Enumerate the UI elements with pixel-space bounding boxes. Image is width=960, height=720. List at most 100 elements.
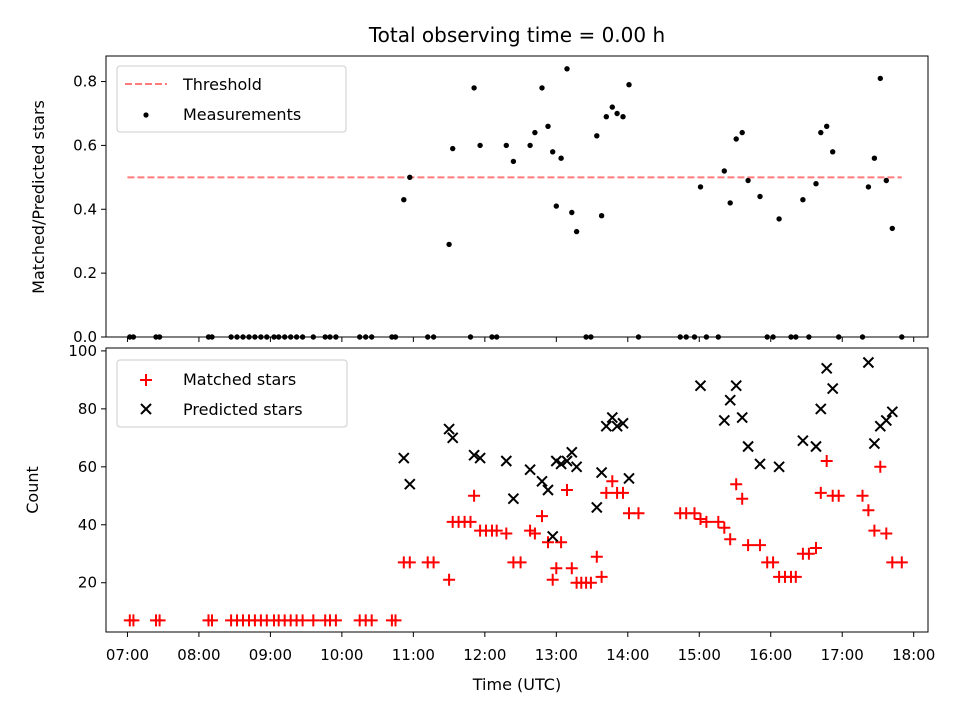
matched-star-point <box>542 536 554 549</box>
measurement-point <box>626 82 632 88</box>
top-y-tick-label: 0.4 <box>73 200 97 218</box>
measurement-point <box>877 75 883 82</box>
predicted-star-point <box>718 414 731 427</box>
x-tick-label: 16:00 <box>749 646 792 664</box>
matched-star-point <box>718 521 731 534</box>
predicted-star-point <box>443 423 455 435</box>
predicted-star-point <box>524 463 536 476</box>
top-y-ticks: 0.0 0.2 0.4 0.6 0.8 <box>73 73 106 346</box>
bottom-y-axis-label: Count <box>23 466 42 514</box>
matched-star-point <box>895 556 908 569</box>
matched-star-point <box>403 556 416 569</box>
measurement-point <box>573 228 580 235</box>
matched-star-point <box>590 550 603 563</box>
matched-star-point <box>546 573 559 586</box>
measurement-point <box>598 213 605 219</box>
matched-star-point <box>514 556 527 569</box>
predicted-star-point <box>606 411 619 424</box>
matched-points-layer <box>123 455 908 627</box>
measurement-point <box>594 133 600 139</box>
predicted-star-point <box>570 461 583 473</box>
x-tick-label: 11:00 <box>392 646 435 664</box>
measurement-point <box>865 184 872 190</box>
matched-star-point <box>754 539 766 552</box>
matched-legend-label: Matched stars <box>183 370 296 389</box>
predicted-star-point <box>561 455 573 467</box>
matched-star-point <box>856 489 869 502</box>
matched-star-point <box>810 542 822 554</box>
top-y-tick-label: 0.0 <box>73 328 97 346</box>
matched-star-point <box>389 614 402 627</box>
chart-title: Total observing time = 0.00 h <box>368 23 665 47</box>
measurement-points-layer <box>127 66 905 340</box>
x-axis-label: Time (UTC) <box>472 675 561 694</box>
predicted-star-point <box>886 406 899 418</box>
matched-star-point <box>694 513 707 525</box>
matched-star-point <box>427 556 440 569</box>
top-panel: 0.00.20.40.60.8 Matched/Predicted stars … <box>29 55 929 346</box>
measurement-point <box>477 142 483 149</box>
matched-star-point <box>736 492 749 505</box>
predicted-star-point <box>536 475 548 488</box>
predicted-star-point <box>404 478 416 490</box>
predicted-star-point <box>566 446 578 459</box>
predicted-star-point <box>724 394 736 406</box>
top-y-tick-label: 0.6 <box>73 136 97 154</box>
measurement-point <box>824 123 830 129</box>
measurement-point <box>883 177 889 184</box>
matched-star-point <box>814 486 827 499</box>
matched-star-point <box>468 489 481 502</box>
predicted-star-point <box>862 356 875 369</box>
top-x-ticks <box>126 337 915 342</box>
x-tick-label: 15:00 <box>678 646 721 664</box>
matched-star-point <box>606 475 619 488</box>
matched-star-point <box>874 460 887 473</box>
predicted-star-point <box>617 417 629 430</box>
measurement-point <box>603 114 609 120</box>
x-tick-label: 07:00 <box>106 646 149 664</box>
x-tick-label: 14:00 <box>606 646 649 664</box>
matched-star-point <box>802 547 815 560</box>
predicted-star-point <box>880 414 893 427</box>
predicted-star-point <box>736 411 748 424</box>
matched-star-point <box>206 614 218 627</box>
measurement-point <box>818 129 824 136</box>
x-tick-label: 13:00 <box>535 646 578 664</box>
measurement-point <box>510 158 517 165</box>
measurement-point <box>527 142 533 149</box>
matched-star-point <box>584 576 597 589</box>
measurement-point <box>550 149 556 155</box>
matched-star-point <box>296 614 309 627</box>
matched-star-point <box>595 570 608 583</box>
measurement-point <box>727 200 733 206</box>
predicted-star-point <box>507 492 520 505</box>
matched-star-point <box>730 478 743 491</box>
bottom-y-tick-label: 100 <box>68 342 97 360</box>
predicted-star-point <box>446 432 459 444</box>
matched-star-point <box>617 486 629 499</box>
x-tick-label: 12:00 <box>463 646 506 664</box>
matched-star-point <box>565 562 578 575</box>
predicted-star-point <box>623 472 635 485</box>
predicted-star-point <box>868 437 881 450</box>
predicted-star-point <box>810 440 822 453</box>
predicted-star-point <box>398 452 410 464</box>
predicted-star-point <box>474 452 486 464</box>
x-tick-label: 17:00 <box>821 646 864 664</box>
measurement-point <box>446 241 452 248</box>
predicted-legend-label: Predicted stars <box>183 400 303 419</box>
measurement-point <box>757 193 763 200</box>
predicted-star-point <box>611 420 623 432</box>
measurement-point <box>553 203 559 209</box>
predicted-star-point <box>542 484 554 496</box>
matched-star-point <box>700 515 713 528</box>
bottom-y-tick-label: 40 <box>78 516 97 534</box>
measurement-point <box>721 168 727 174</box>
x-tick-label: 08:00 <box>177 646 220 664</box>
predicted-star-point <box>815 403 827 415</box>
matched-star-point <box>862 504 875 517</box>
predicted-star-point <box>742 440 754 453</box>
matched-star-point <box>528 527 541 540</box>
matched-star-point <box>550 562 563 575</box>
bottom-plot-frame <box>105 347 929 633</box>
